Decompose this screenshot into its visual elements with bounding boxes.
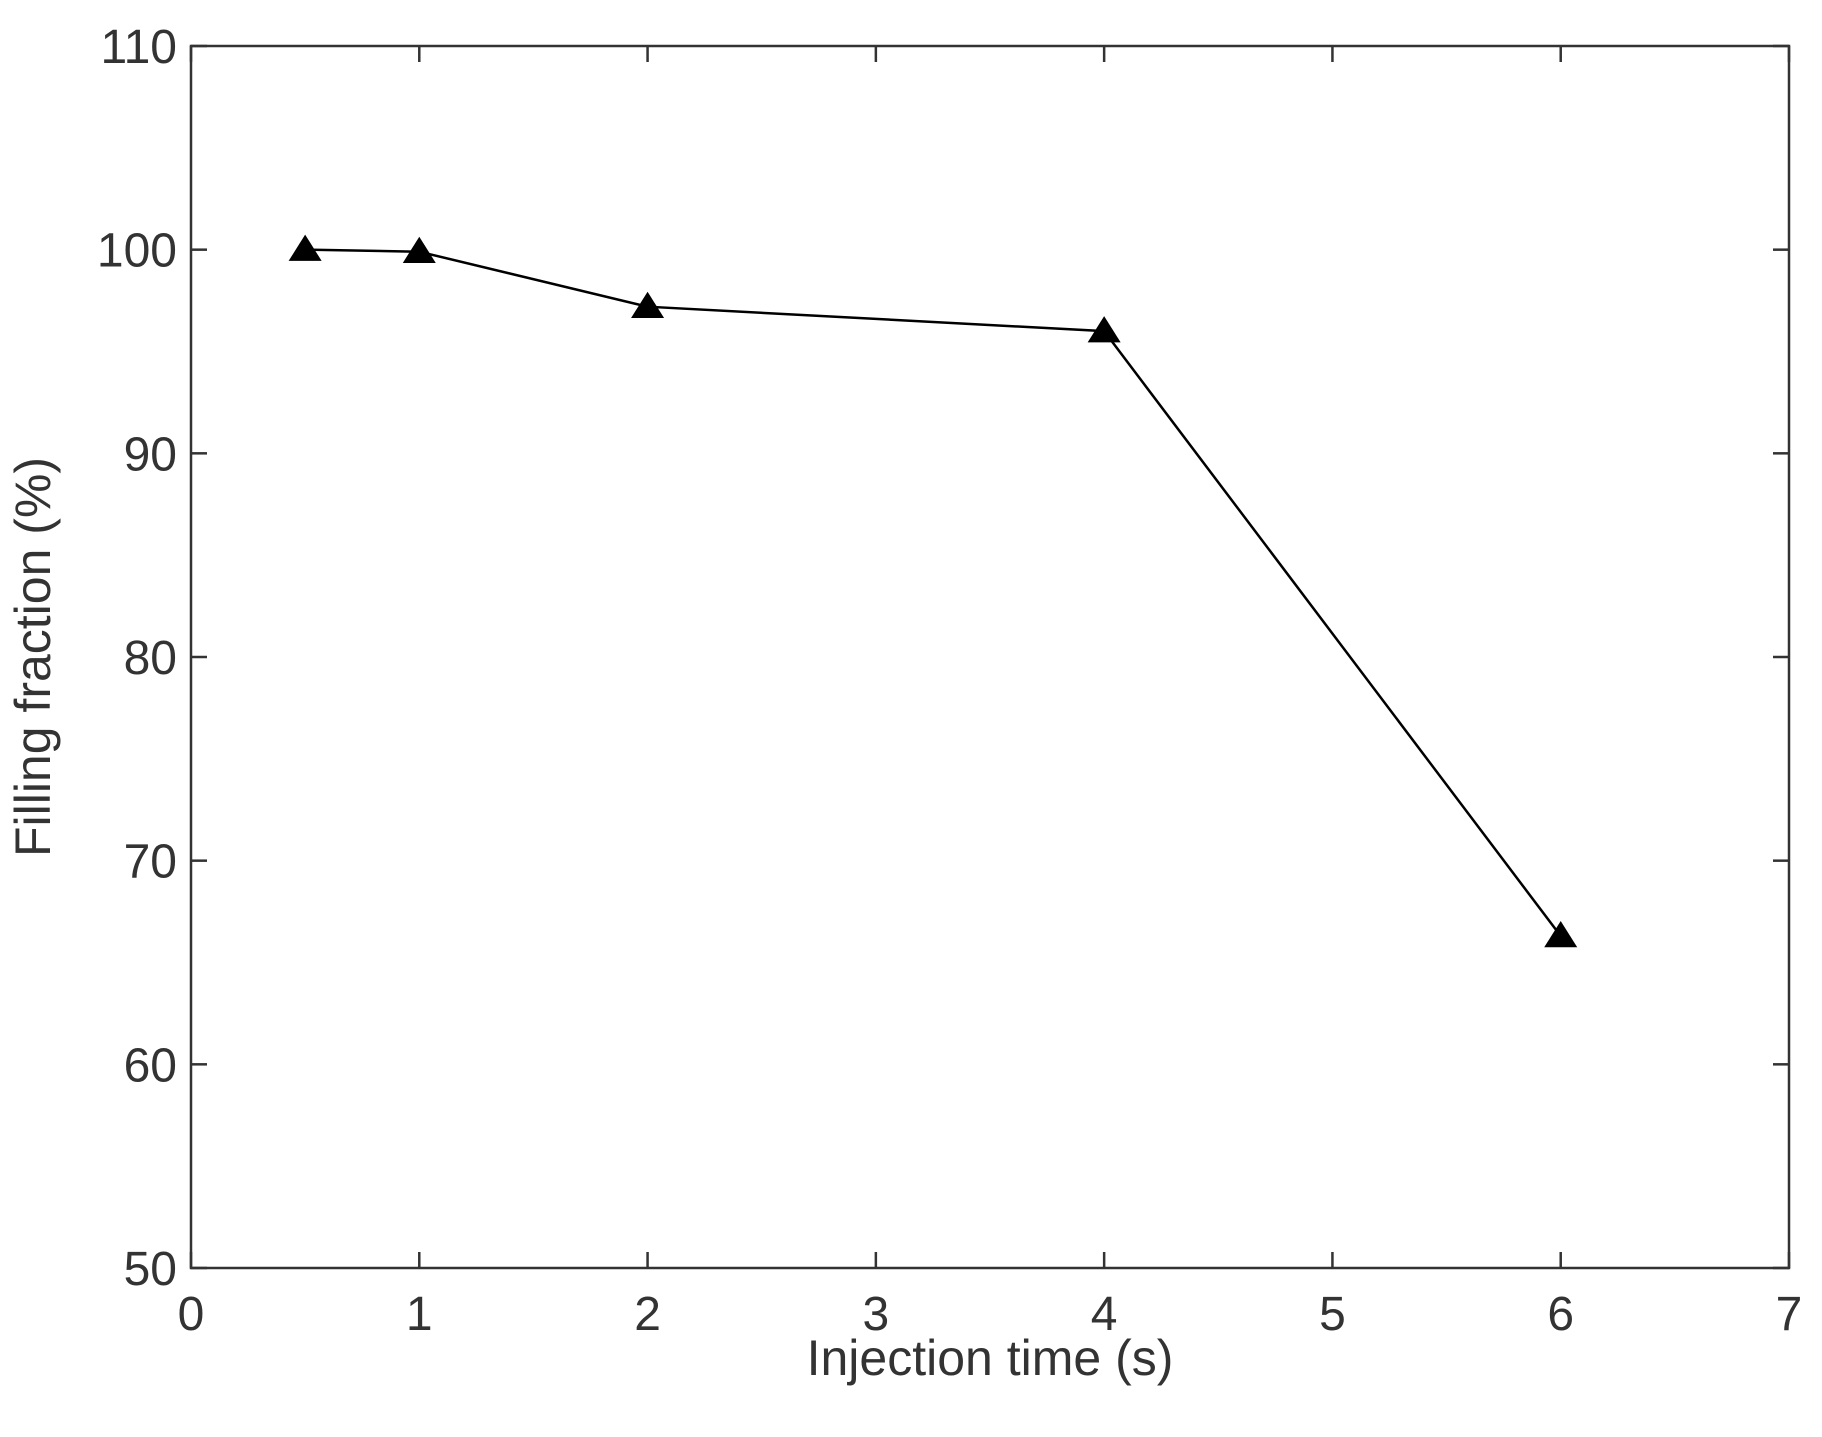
data-point-triangle xyxy=(1544,921,1578,948)
ticks-layer: 0 1 2 3 4 5 6 7 50 60 70 80 90 100 110 xyxy=(97,21,1802,1341)
plot-frame xyxy=(189,44,1791,1270)
x-tick-label: 4 xyxy=(1091,1288,1118,1341)
x-tick-label: 3 xyxy=(863,1288,890,1341)
x-tick-label: 2 xyxy=(634,1288,661,1341)
x-axis-label: Injection time (s) xyxy=(807,1330,1174,1386)
data-point-triangle xyxy=(402,236,436,263)
y-tick-label: 60 xyxy=(124,1039,177,1092)
y-tick-label: 70 xyxy=(124,836,177,889)
series-layer xyxy=(288,234,1578,948)
y-tick-label: 110 xyxy=(100,21,177,74)
y-tick-label: 50 xyxy=(124,1243,177,1296)
x-tick-label: 0 xyxy=(178,1288,205,1341)
x-tick-label: 5 xyxy=(1319,1288,1346,1341)
y-tick-label: 90 xyxy=(124,428,177,481)
x-tick-label: 7 xyxy=(1776,1288,1803,1341)
series-line xyxy=(305,248,1562,937)
data-point-triangle xyxy=(631,291,665,318)
x-tick-label: 6 xyxy=(1547,1288,1574,1341)
y-tick-label: 100 xyxy=(97,225,177,278)
x-tick-label: 1 xyxy=(406,1288,433,1341)
data-point-triangle xyxy=(288,234,322,261)
data-point-triangle xyxy=(1087,316,1121,343)
y-axis-label: Filling fraction (%) xyxy=(5,457,61,857)
labels-layer: Injection time (s) Filling fraction (%) xyxy=(5,457,1173,1386)
y-tick-label: 80 xyxy=(124,632,177,685)
